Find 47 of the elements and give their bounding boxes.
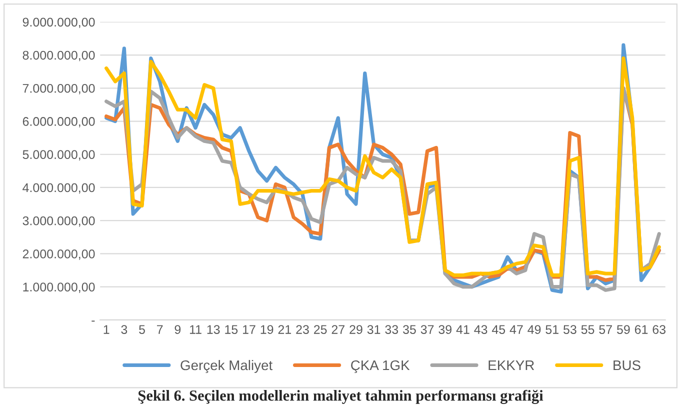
x-tick-label: 55 (581, 325, 594, 334)
x-tick-label: 21 (278, 325, 291, 334)
x-tick-label: 61 (634, 325, 648, 334)
x-tick-label: 63 (652, 325, 666, 334)
legend-label: EKKYR (488, 360, 534, 370)
y-tick-label: 4.000.000,00 (22, 183, 95, 194)
x-tick-label: 27 (332, 325, 344, 334)
x-tick-label: 39 (438, 325, 452, 334)
x-tick-label: 33 (385, 325, 398, 334)
y-tick-label: 9.000.000,00 (22, 18, 95, 28)
x-tick-label: 13 (207, 325, 220, 334)
x-tick-label: 11 (190, 325, 202, 334)
y-tick-label: 6.000.000,00 (22, 117, 95, 128)
x-tick-label: 37 (420, 325, 434, 334)
x-tick-label: 23 (296, 325, 309, 334)
x-tick-label: 5 (139, 325, 145, 334)
x-tick-label: 51 (546, 325, 558, 334)
legend-label: Gerçek Maliyet (180, 360, 272, 373)
y-tick-label: - (92, 320, 95, 322)
x-tick-label: 45 (492, 325, 506, 334)
x-tick-label: 1 (104, 325, 110, 334)
x-tick-label: 19 (260, 325, 274, 334)
x-tick-label: 15 (225, 325, 238, 334)
y-tick-label: 8.000.000,00 (22, 50, 95, 62)
x-tick-label: 57 (599, 325, 612, 334)
x-tick-label: 41 (456, 325, 470, 334)
x-tick-label: 53 (563, 325, 576, 334)
x-tick-label: 35 (402, 325, 416, 334)
x-tick-label: 49 (528, 325, 541, 334)
x-tick-label: 3 (121, 325, 128, 334)
legend-label: ÇKA 1GK (351, 360, 410, 373)
legend-label: BUS (614, 360, 640, 370)
x-tick-label: 17 (242, 325, 256, 334)
text: Şekil 6. Seçilen modellerin maliyet tahmin performansı grafiği (138, 390, 544, 404)
x-tick-label: 31 (367, 325, 380, 334)
x-tick-label: 59 (616, 325, 630, 334)
y-tick-label: 3.000.000,00 (22, 216, 95, 227)
y-tick-label: 7.000.000,00 (22, 84, 95, 94)
x-tick-label: 43 (474, 325, 488, 334)
x-tick-label: 47 (510, 325, 523, 334)
y-tick-label: 5.000.000,00 (22, 150, 95, 160)
x-tick-label: 29 (350, 325, 362, 334)
x-tick-label: 7 (157, 325, 163, 334)
x-tick-label: 9 (174, 325, 181, 334)
x-tick-label: 25 (314, 325, 327, 334)
y-tick-label: 1.000.000,00 (23, 282, 95, 293)
y-tick-label: 2.000.000,00 (22, 250, 95, 260)
